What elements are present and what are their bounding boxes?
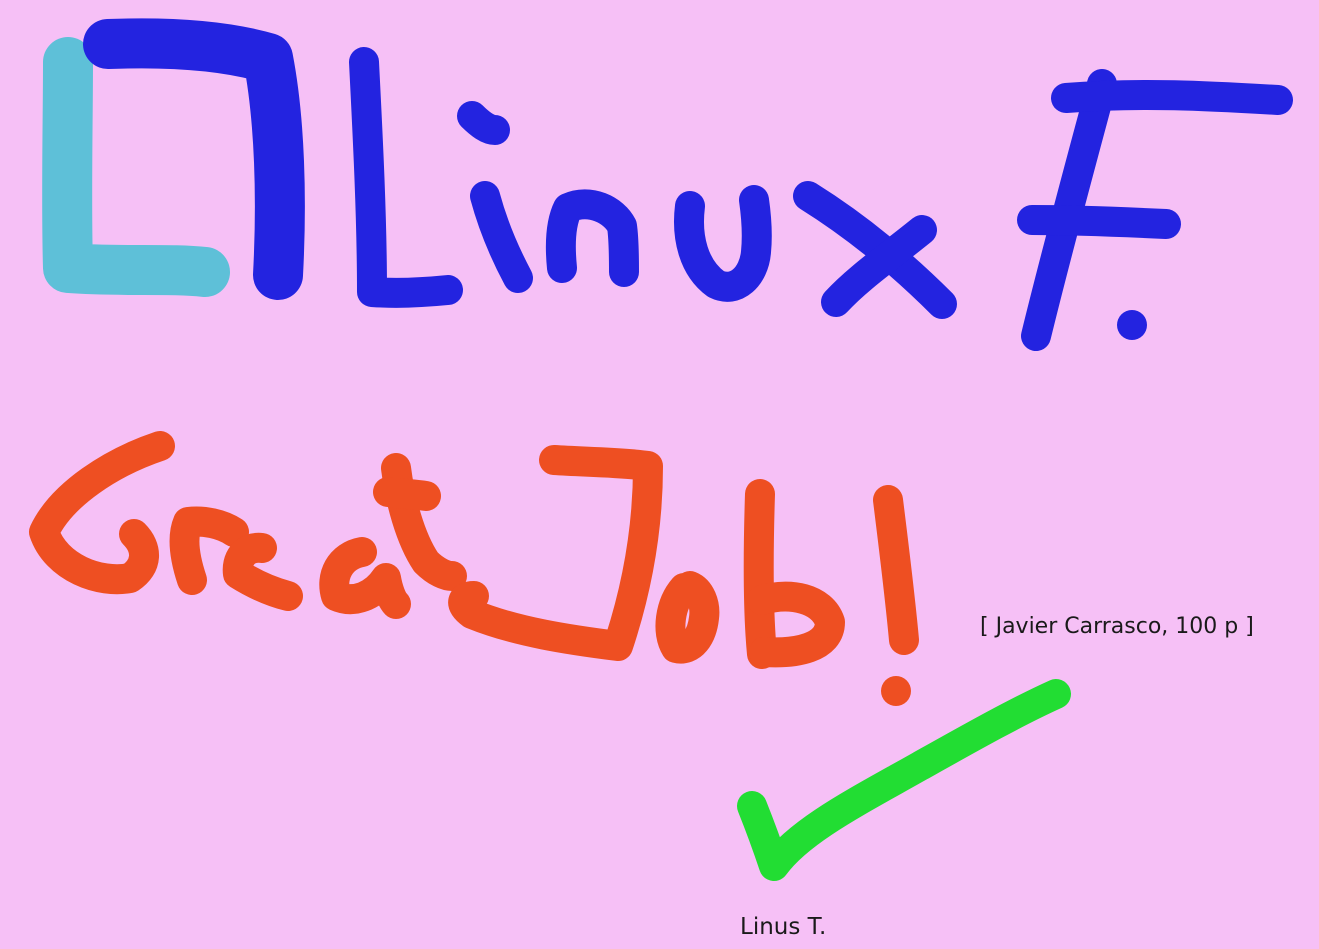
- letter-x-up: [821, 215, 937, 317]
- period-dot: [1117, 310, 1147, 340]
- square-logo: [42, 18, 305, 300]
- letter-a: [319, 537, 411, 619]
- letter-L: [349, 47, 463, 308]
- signature-annotation: Linus T.: [740, 914, 827, 940]
- letter-n: [545, 189, 639, 287]
- exclamation-dot: [881, 676, 911, 706]
- letter-x-down: [793, 181, 957, 319]
- letter-G: [29, 431, 175, 595]
- letter-F-middle: [1017, 205, 1181, 239]
- letter-b-stem: [743, 479, 777, 669]
- letter-i-dot: [457, 101, 510, 145]
- letter-J: [448, 445, 663, 661]
- letter-F-top: [1051, 79, 1293, 115]
- logo-light-stroke: [42, 37, 230, 297]
- logo-dark-stroke: [83, 18, 305, 300]
- letter-o: [655, 571, 720, 664]
- letter-i-stem: [470, 181, 533, 293]
- heading-text-drawing: [349, 47, 1293, 351]
- exclamation-stroke: [873, 485, 919, 655]
- letter-r: [169, 506, 249, 595]
- letter-b-bowl: [747, 581, 845, 668]
- letter-u: [674, 185, 772, 302]
- checkmark-icon: [737, 679, 1071, 881]
- credit-annotation: [ Javier Carrasco, 100 p ]: [980, 614, 1254, 639]
- letter-t-bar: [373, 477, 441, 511]
- praise-text-drawing: [29, 431, 919, 706]
- letter-e: [222, 532, 303, 611]
